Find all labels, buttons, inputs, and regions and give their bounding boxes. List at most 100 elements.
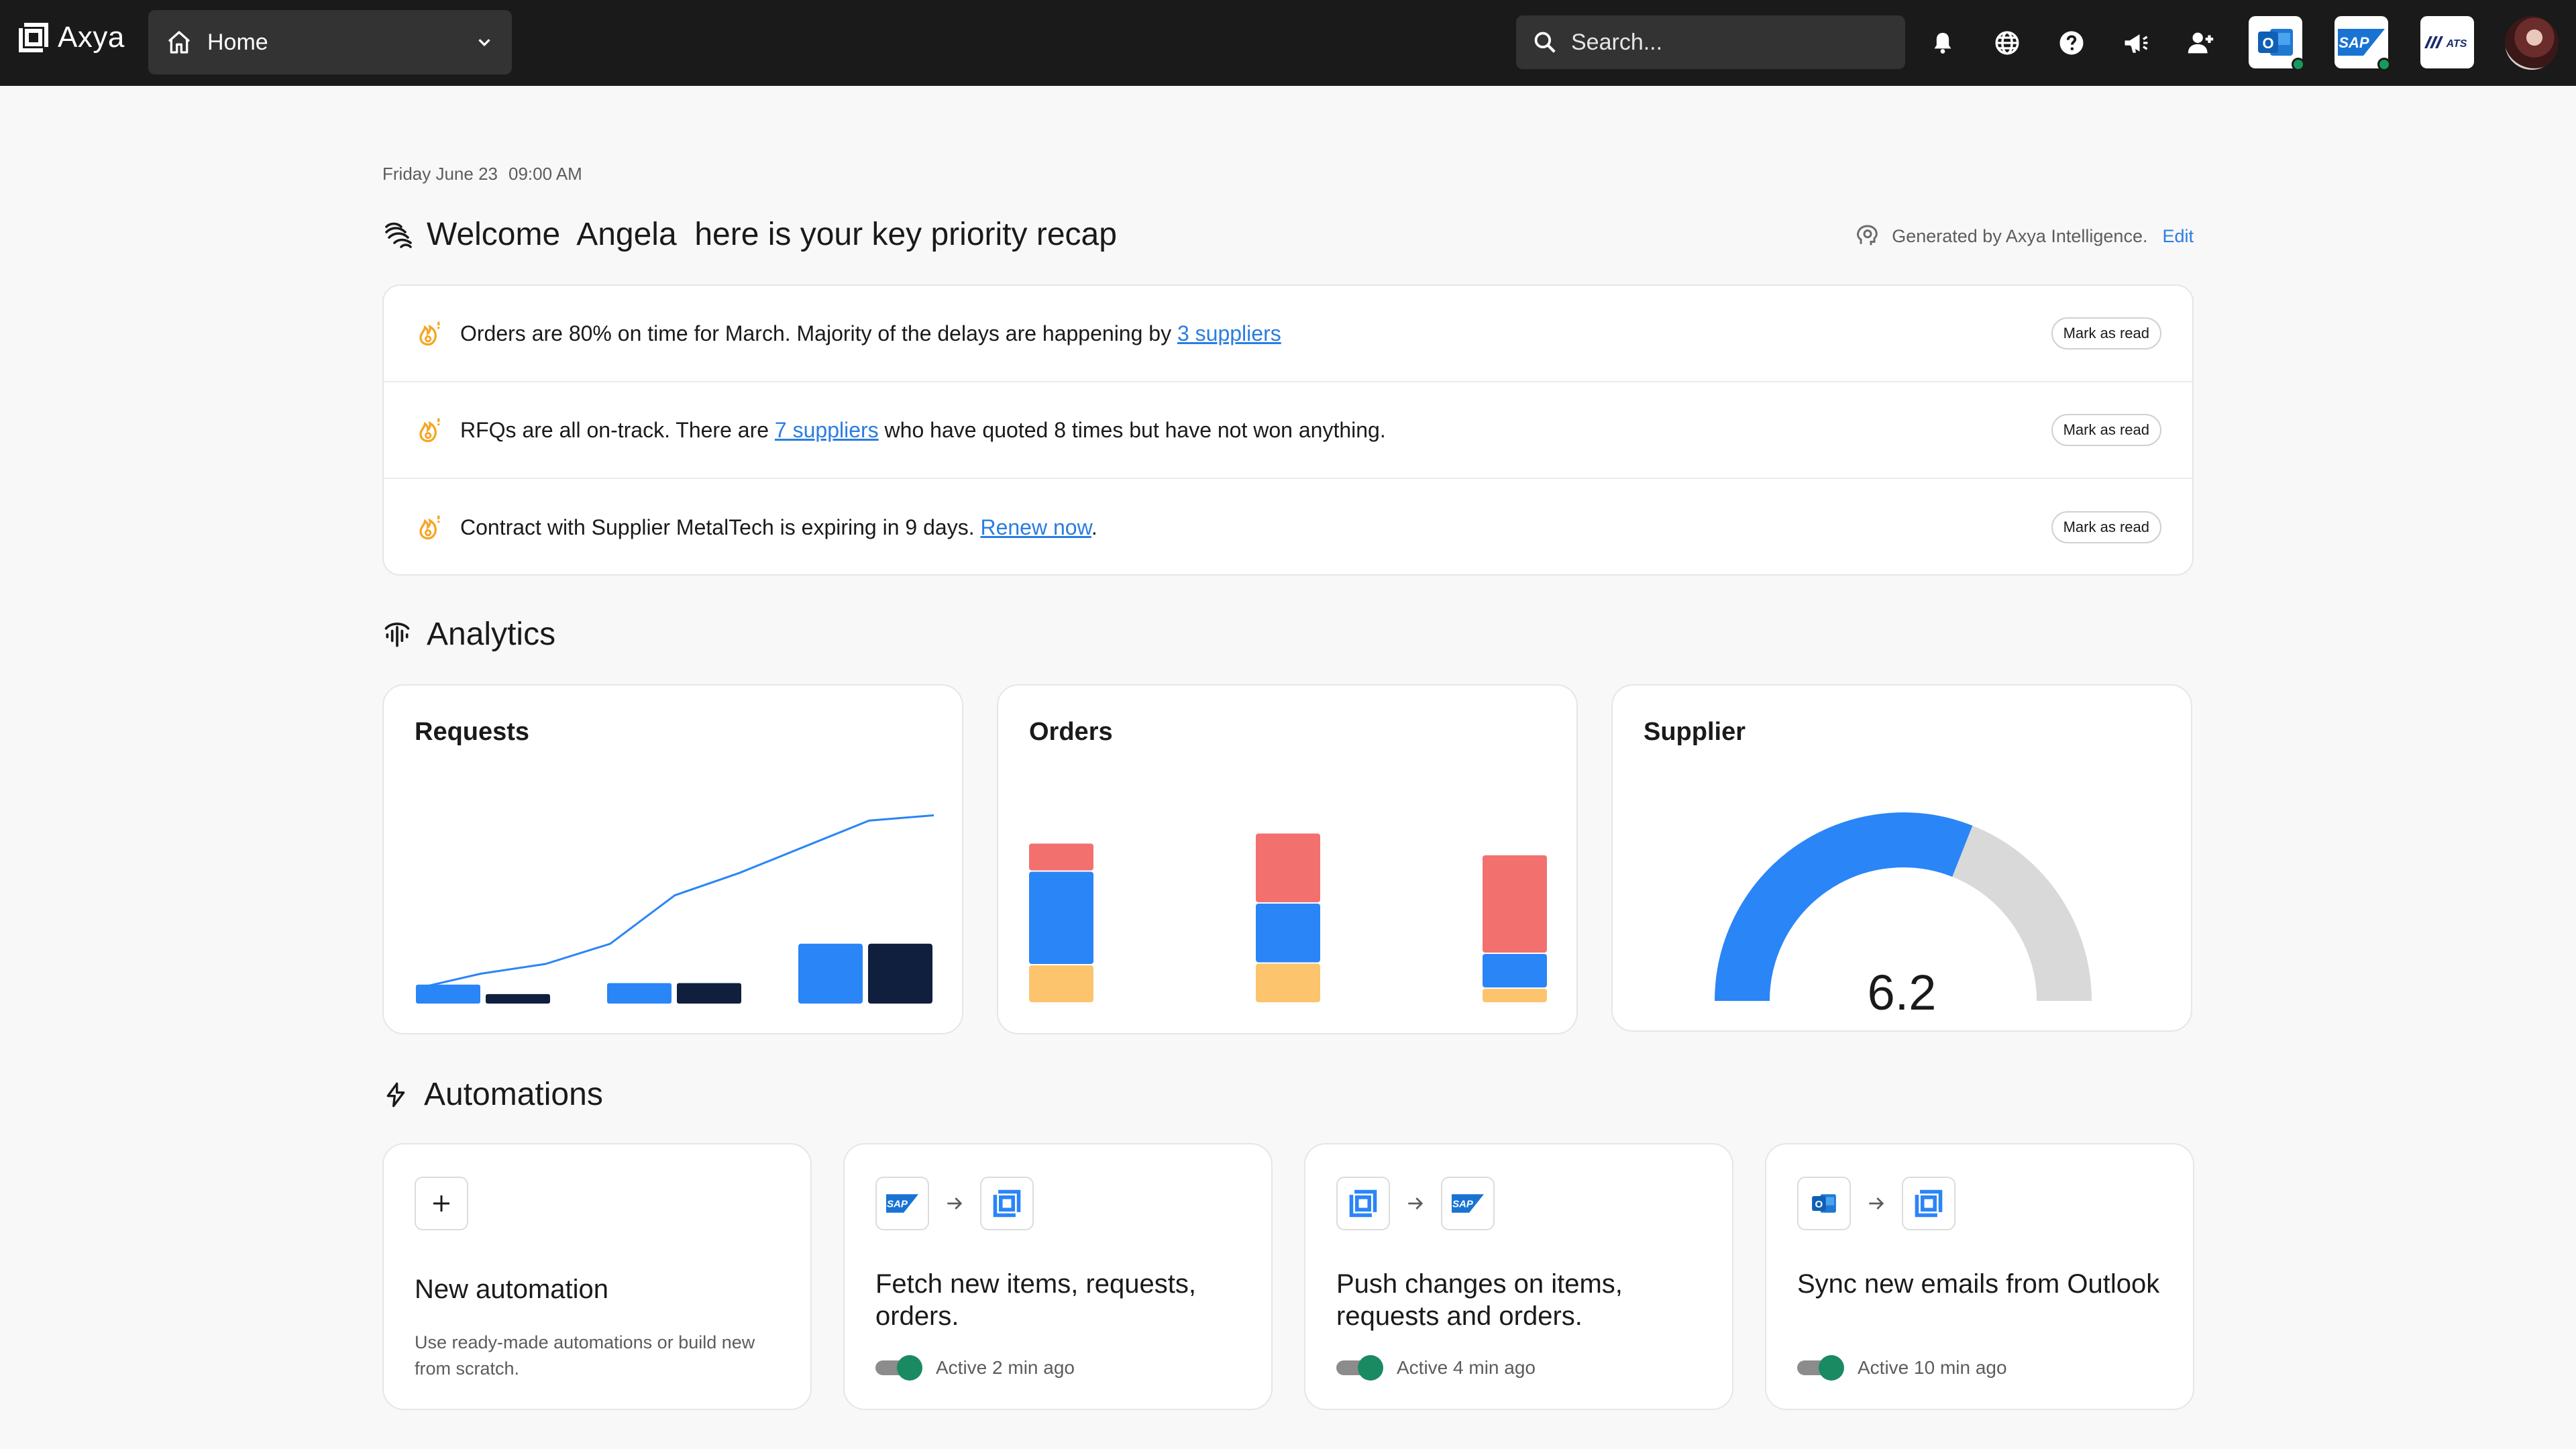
arrow-right-icon [1408, 1197, 1424, 1210]
orders-bar-segment [1256, 904, 1320, 963]
sap-label: SAP [2339, 34, 2369, 51]
requests-bar [416, 984, 480, 1004]
home-dropdown-label: Home [207, 29, 268, 55]
outlook-icon: O [1812, 1194, 1836, 1213]
user-avatar[interactable] [2505, 16, 2559, 70]
recap-link[interactable]: 3 suppliers [1177, 321, 1281, 345]
orders-bar-segment [1029, 871, 1093, 964]
requests-bar [486, 994, 550, 1004]
recap-text: Contract with Supplier MetalTech is expi… [460, 515, 2035, 540]
automation-status: Active 10 min ago [1797, 1355, 2007, 1381]
automations-title: Automations [424, 1077, 603, 1112]
orders-card[interactable]: Orders [997, 684, 1578, 1034]
automation-status-text: Active 2 min ago [936, 1357, 1075, 1378]
ats-app[interactable]: ATS [2420, 16, 2474, 68]
search-icon [1534, 32, 1556, 53]
recap-link[interactable]: 7 suppliers [774, 417, 879, 442]
orders-title: Orders [1029, 718, 1113, 746]
automation-title: Sync new emails from Outlook [1797, 1269, 2160, 1299]
target-app [980, 1177, 1034, 1230]
sap-icon: SAP [886, 1194, 918, 1213]
ai-brain-icon [1857, 225, 1878, 246]
automation-status: Active 2 min ago [875, 1355, 1075, 1381]
source-app [1336, 1177, 1390, 1230]
sap-icon: SAP [2338, 29, 2385, 56]
sparkle-swirl-icon [385, 222, 412, 248]
outlook-status-dot [2292, 58, 2305, 71]
supplier-gauge [1715, 812, 2092, 1002]
automation-toggle[interactable] [875, 1355, 924, 1381]
automation-flow: O [1797, 1177, 1955, 1230]
recap-text-before: Contract with Supplier MetalTech is expi… [460, 515, 981, 539]
fire-alert-icon [419, 321, 440, 346]
requests-bar [677, 983, 741, 1004]
current-date: Friday June 23 09:00 AM [382, 164, 582, 184]
welcome-title: Welcome Angela here is your key priority… [427, 217, 1117, 252]
mark-as-read-button[interactable]: Mark as read [2051, 414, 2161, 446]
priority-recap-panel: Orders are 80% on time for March. Majori… [382, 284, 2194, 576]
megaphone-icon[interactable] [2120, 27, 2152, 59]
arrow-right-icon [947, 1197, 963, 1210]
requests-bar [798, 943, 863, 1004]
requests-card[interactable]: Requests [382, 684, 963, 1034]
top-bar: Axya Home O [0, 0, 2576, 86]
plus-icon[interactable] [415, 1177, 468, 1230]
search-bar[interactable] [1516, 15, 1905, 69]
recap-text-before: Orders are 80% on time for March. Majori… [460, 321, 1177, 345]
recap-item: RFQs are all on-track. There are 7 suppl… [384, 382, 2192, 479]
bell-icon[interactable] [1927, 27, 1959, 59]
home-dropdown[interactable]: Home [148, 10, 512, 74]
automation-toggle[interactable] [1336, 1355, 1385, 1381]
ats-icon: ATS [2424, 36, 2467, 50]
automation-title: Push changes on items, requests and orde… [1336, 1269, 1623, 1331]
supplier-card[interactable]: Supplier 6.2 [1611, 684, 2192, 1032]
app-name: Axya [58, 21, 125, 54]
axya-logo-icon [19, 23, 48, 52]
ai-generated-note: Generated by Axya Intelligence. Edit [1854, 223, 2194, 250]
supplier-title: Supplier [1644, 718, 1746, 746]
globe-icon[interactable] [1991, 27, 2023, 59]
fire-alert-icon [419, 418, 440, 443]
orders-bar-segment [1256, 963, 1320, 1002]
orders-bar-segment [1483, 855, 1547, 953]
requests-bar [607, 983, 672, 1004]
edit-link[interactable]: Edit [2162, 225, 2194, 246]
search-input[interactable] [1571, 29, 1880, 56]
automation-card[interactable]: SAP Push changes on items, requests and o… [1304, 1143, 1733, 1410]
axya-logo-icon [1349, 1189, 1377, 1218]
help-icon[interactable] [2055, 27, 2088, 59]
new-automation-card[interactable]: New automation Use ready-made automation… [382, 1143, 812, 1410]
source-app: SAP [875, 1177, 929, 1230]
recap-text: Orders are 80% on time for March. Majori… [460, 321, 2035, 346]
gauge-track [1951, 825, 2092, 1002]
svg-text:SAP: SAP [887, 1198, 908, 1210]
recap-text: RFQs are all on-track. There are 7 suppl… [460, 418, 2035, 443]
outlook-app[interactable]: O [2249, 16, 2305, 71]
sap-app[interactable]: SAP [2334, 16, 2391, 71]
add-user-icon[interactable] [2184, 27, 2216, 59]
analytics-icon [384, 622, 410, 647]
automation-card[interactable]: O Sync new emails from Outlook Active 10 m… [1765, 1143, 2194, 1410]
recap-item: Contract with Supplier MetalTech is expi… [384, 479, 2192, 574]
axya-logo[interactable]: Axya [16, 20, 125, 55]
axya-logo-icon [1915, 1189, 1943, 1218]
mark-as-read-button[interactable]: Mark as read [2051, 511, 2161, 543]
orders-bar-segment [1029, 843, 1093, 871]
automation-status-text: Active 10 min ago [1858, 1357, 2007, 1378]
automation-card[interactable]: SAP Fetch new items, requests, orders. Act… [843, 1143, 1273, 1410]
svg-text:O: O [1815, 1199, 1823, 1210]
ats-label: ATS [2446, 38, 2467, 50]
axya-logo-icon [993, 1189, 1021, 1218]
home-icon [168, 31, 191, 54]
automations-section-title: Automations [382, 1076, 603, 1113]
recap-text-after: who have quoted 8 times but have not won… [878, 417, 1386, 442]
mark-as-read-button[interactable]: Mark as read [2051, 317, 2161, 350]
orders-chart [1029, 833, 1547, 1002]
source-app: O [1797, 1177, 1851, 1230]
outlook-letter: O [2262, 35, 2273, 52]
recap-text-before: RFQs are all on-track. There are [460, 417, 775, 442]
target-app: SAP [1441, 1177, 1495, 1230]
fire-alert-icon [419, 515, 440, 540]
recap-link[interactable]: Renew now [980, 515, 1091, 539]
automation-toggle[interactable] [1797, 1355, 1845, 1381]
